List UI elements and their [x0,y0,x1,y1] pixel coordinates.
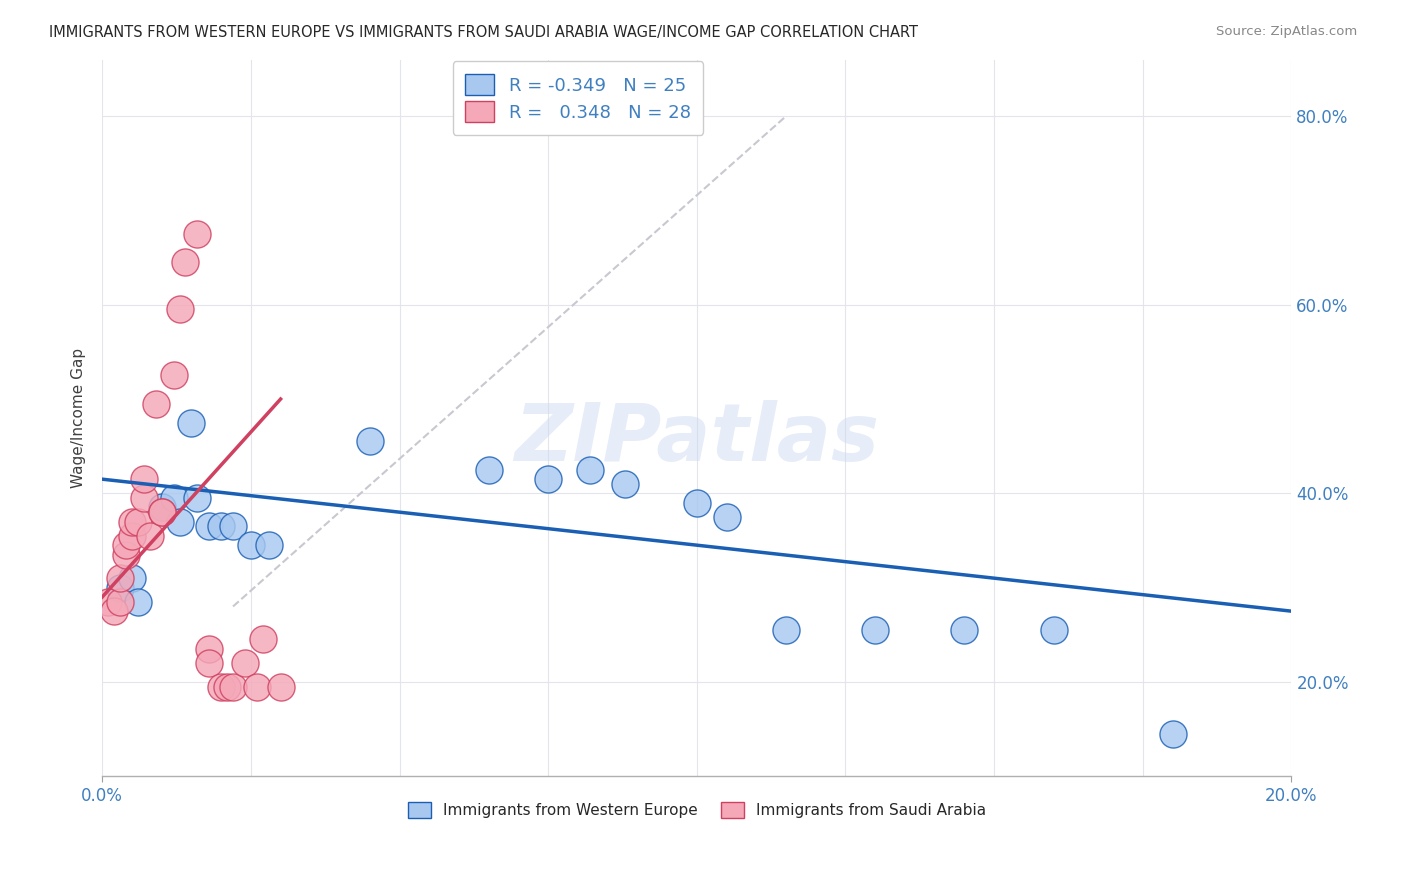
Point [578,463,600,477]
Point [233,656,256,670]
Point [108,595,131,609]
Point [121,571,143,585]
Point [132,491,155,505]
Point [222,680,245,694]
Point [209,519,232,533]
Text: Source: ZipAtlas.com: Source: ZipAtlas.com [1216,25,1357,38]
Point [775,623,797,637]
Point [186,491,208,505]
Point [139,529,162,543]
Point [222,519,245,533]
Point [150,505,173,519]
Point [239,538,262,552]
Point [252,632,274,647]
Point [198,656,221,670]
Y-axis label: Wage/Income Gap: Wage/Income Gap [72,348,86,488]
Point [115,538,138,552]
Point [198,519,221,533]
Point [121,515,143,529]
Point [246,680,269,694]
Point [150,500,173,515]
Point [150,505,173,519]
Text: ZIPatlas: ZIPatlas [515,401,879,478]
Point [716,509,738,524]
Point [121,529,143,543]
Point [162,368,184,383]
Point [953,623,976,637]
Point [686,496,709,510]
Point [145,397,167,411]
Point [863,623,886,637]
Point [115,548,138,562]
Point [1042,623,1064,637]
Point [359,434,381,449]
Point [132,472,155,486]
Point [257,538,280,552]
Point [127,515,149,529]
Legend: Immigrants from Western Europe, Immigrants from Saudi Arabia: Immigrants from Western Europe, Immigran… [401,795,994,826]
Point [614,476,637,491]
Point [180,416,202,430]
Point [127,595,149,609]
Point [162,491,184,505]
Point [186,227,208,241]
Point [97,595,120,609]
Point [103,604,125,618]
Point [169,515,191,529]
Text: IMMIGRANTS FROM WESTERN EUROPE VS IMMIGRANTS FROM SAUDI ARABIA WAGE/INCOME GAP C: IMMIGRANTS FROM WESTERN EUROPE VS IMMIGR… [49,25,918,40]
Point [478,463,501,477]
Point [198,641,221,656]
Point [217,680,239,694]
Point [108,571,131,585]
Point [169,302,191,317]
Point [1161,727,1184,741]
Point [108,581,131,595]
Point [209,680,232,694]
Point [174,255,197,269]
Point [270,680,292,694]
Point [537,472,560,486]
